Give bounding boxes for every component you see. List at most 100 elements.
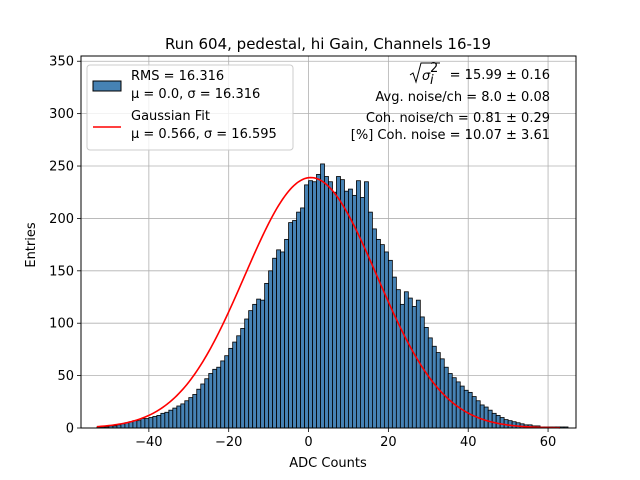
svg-text:i: i	[430, 73, 434, 88]
histogram-bar	[455, 381, 461, 429]
histogram-bar	[216, 366, 222, 429]
histogram-bar	[495, 415, 501, 429]
histogram-bar	[344, 190, 349, 429]
gaussian-fit-curve	[96, 176, 561, 429]
legend-fit-sublabel: μ = 0.566, σ = 16.595	[131, 127, 277, 142]
histogram-bar	[136, 420, 142, 429]
histogram-bar	[487, 409, 493, 429]
histogram-bar	[403, 291, 409, 429]
histogram-bar	[220, 360, 226, 429]
stat-avg-noise: Avg. noise/ch = 8.0 ± 0.08	[375, 90, 550, 105]
histogram-bar	[156, 415, 162, 429]
gaussian-fit-line	[96, 176, 561, 429]
x-tick-label: 40	[460, 435, 477, 450]
histogram-bar	[395, 289, 401, 429]
y-tick-label: 300	[49, 107, 74, 122]
histogram-bar	[160, 412, 166, 429]
histogram-bar	[475, 400, 481, 429]
histogram-bar	[328, 181, 333, 429]
legend: RMS = 16.316 μ = 0.0, σ = 16.316 Gaussia…	[86, 64, 294, 151]
histogram-bar	[264, 282, 270, 429]
histogram-bar	[248, 310, 254, 429]
histogram-bar	[391, 276, 397, 429]
legend-fit-label: Gaussian Fit	[131, 109, 210, 124]
stat-coh-noise: Coh. noise/ch = 0.81 ± 0.29	[366, 111, 550, 126]
legend-histogram-swatch	[92, 80, 122, 92]
histogram-bar	[340, 179, 345, 429]
grid-lines	[81, 56, 576, 429]
histogram-bar	[376, 238, 381, 429]
histogram-bar	[499, 417, 505, 429]
histogram-bar	[467, 391, 473, 429]
histogram-bar	[196, 388, 202, 429]
y-tick-label: 200	[49, 212, 74, 227]
histogram-bar	[200, 383, 206, 429]
sqrt-sigma-symbol: σ i 2	[409, 61, 440, 88]
histogram-bar	[411, 306, 417, 429]
histogram-bar	[148, 417, 154, 429]
histogram-bar	[280, 251, 285, 429]
histogram-bar	[296, 211, 301, 429]
histogram-bar	[300, 207, 305, 429]
histogram-bar	[308, 180, 313, 429]
histogram-bar	[260, 299, 266, 429]
histogram-bar	[320, 163, 325, 429]
histogram-bar	[491, 412, 497, 429]
histogram-bar	[192, 394, 198, 429]
histogram-bar	[383, 251, 389, 429]
histogram-bar	[324, 176, 329, 429]
x-tick-label: 20	[380, 435, 397, 450]
histogram-bar	[272, 257, 278, 429]
histogram-bar	[364, 181, 369, 429]
y-tick-label: 0	[66, 422, 74, 437]
histogram-bar	[419, 316, 425, 429]
histogram-bar	[471, 396, 477, 429]
histogram-bar	[236, 335, 242, 429]
legend-box	[86, 64, 294, 151]
chart-title: Run 604, pedestal, hi Gain, Channels 16-…	[165, 35, 491, 53]
histogram-bar	[387, 259, 393, 429]
stat-coh-noise-percent: [%] Coh. noise = 10.07 ± 3.61	[351, 128, 550, 143]
histogram-bar	[256, 298, 262, 429]
svg-text:σ: σ	[422, 69, 431, 84]
histogram-bar	[252, 303, 258, 429]
x-axis-ticks: −40 −20 0 20 40 60	[135, 428, 556, 450]
histogram-bar	[348, 188, 353, 429]
histogram-bar	[360, 197, 365, 429]
legend-histogram-label: RMS = 16.316	[131, 69, 224, 84]
histogram-bar	[399, 303, 405, 429]
x-tick-label: 0	[304, 435, 312, 450]
y-axis-label: Entries	[24, 222, 39, 268]
histogram-bar	[204, 378, 210, 429]
x-tick-label: −20	[215, 435, 242, 450]
plot-area-frame	[80, 55, 577, 429]
y-tick-label: 100	[49, 317, 74, 332]
histogram-bar	[208, 373, 214, 429]
y-tick-label: 150	[49, 264, 74, 279]
histogram-bar	[332, 191, 337, 429]
svg-text:2: 2	[430, 61, 438, 76]
histogram-bar	[288, 222, 293, 429]
histogram-bar	[427, 337, 433, 429]
histogram-bar	[164, 411, 170, 429]
histogram-bar	[244, 318, 250, 429]
y-tick-label: 250	[49, 160, 74, 175]
histogram-bar	[463, 389, 469, 429]
histogram-bar	[316, 174, 321, 429]
y-tick-label: 50	[57, 369, 74, 384]
histogram-bar	[224, 355, 230, 429]
x-axis-label: ADC Counts	[289, 456, 367, 471]
histogram-bar	[284, 238, 289, 429]
histogram-bar	[407, 297, 413, 429]
histogram-bar	[304, 184, 309, 429]
histogram-bars	[96, 163, 569, 429]
histogram-bar	[176, 405, 182, 429]
y-tick-label: 350	[49, 55, 74, 70]
histogram-bar	[144, 418, 150, 429]
histogram-bar	[276, 249, 281, 429]
histogram-bar	[479, 404, 485, 429]
histogram-bar	[379, 244, 385, 429]
y-axis-ticks: 0 50 100 150 200 250 300 350	[49, 55, 81, 437]
histogram-bar	[180, 403, 186, 429]
